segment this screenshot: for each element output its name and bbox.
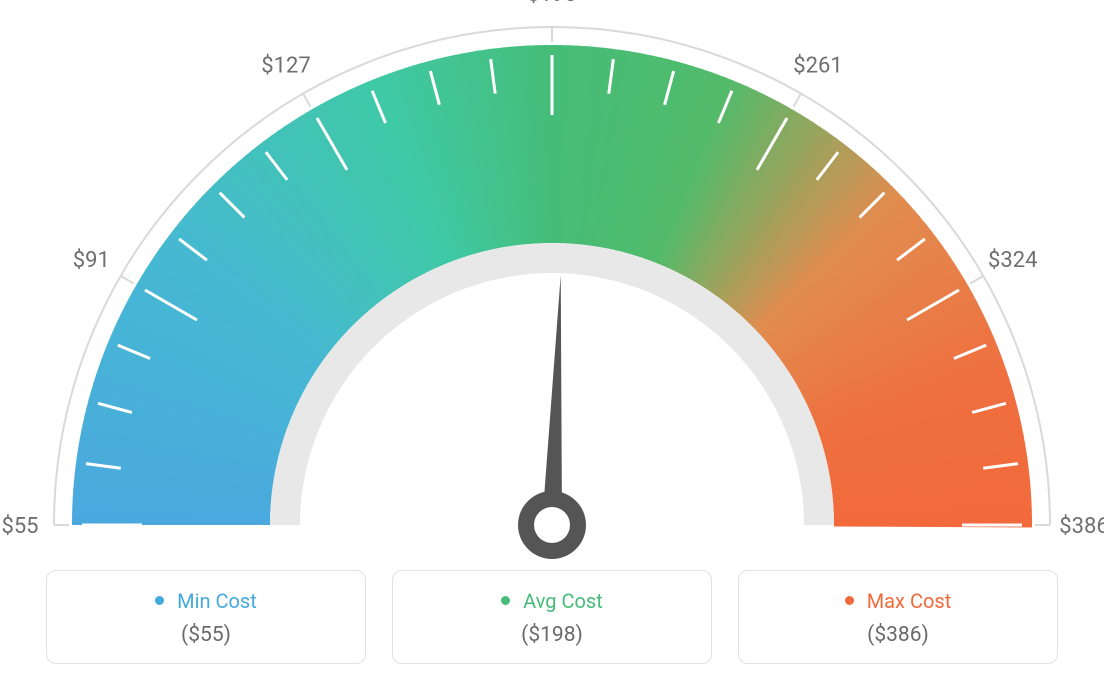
- legend-title-text: Max Cost: [867, 589, 952, 613]
- legend-value-max: ($386): [749, 623, 1047, 647]
- dot-icon: [155, 596, 164, 605]
- legend-card-max: Max Cost ($386): [738, 570, 1058, 664]
- gauge-hub-hole: [534, 507, 570, 543]
- gauge-container: $55 $91 $127 $198 $261 $324 $386: [0, 0, 1104, 560]
- dot-icon: [501, 596, 510, 605]
- legend-title-avg: Avg Cost: [403, 589, 701, 613]
- dot-icon: [845, 596, 854, 605]
- legend-title-min: Min Cost: [57, 589, 355, 613]
- gauge-tick-label: $198: [527, 0, 576, 7]
- legend-title-text: Min Cost: [177, 589, 257, 613]
- gauge-tick-label: $55: [1, 514, 38, 539]
- legend-row: Min Cost ($55) Avg Cost ($198) Max Cost …: [0, 570, 1104, 664]
- legend-value-avg: ($198): [403, 623, 701, 647]
- gauge-tick-label: $324: [988, 248, 1037, 273]
- gauge-chart: $55 $91 $127 $198 $261 $324 $386: [0, 0, 1104, 560]
- gauge-tick-label: $127: [261, 53, 310, 78]
- gauge-needle: [542, 275, 562, 525]
- legend-value-min: ($55): [57, 623, 355, 647]
- legend-card-avg: Avg Cost ($198): [392, 570, 712, 664]
- gauge-tick-label: $91: [73, 248, 110, 273]
- legend-title-text: Avg Cost: [523, 589, 603, 613]
- gauge-tick-label: $386: [1059, 514, 1104, 539]
- legend-title-max: Max Cost: [749, 589, 1047, 613]
- gauge-tick-label: $261: [793, 53, 842, 78]
- legend-card-min: Min Cost ($55): [46, 570, 366, 664]
